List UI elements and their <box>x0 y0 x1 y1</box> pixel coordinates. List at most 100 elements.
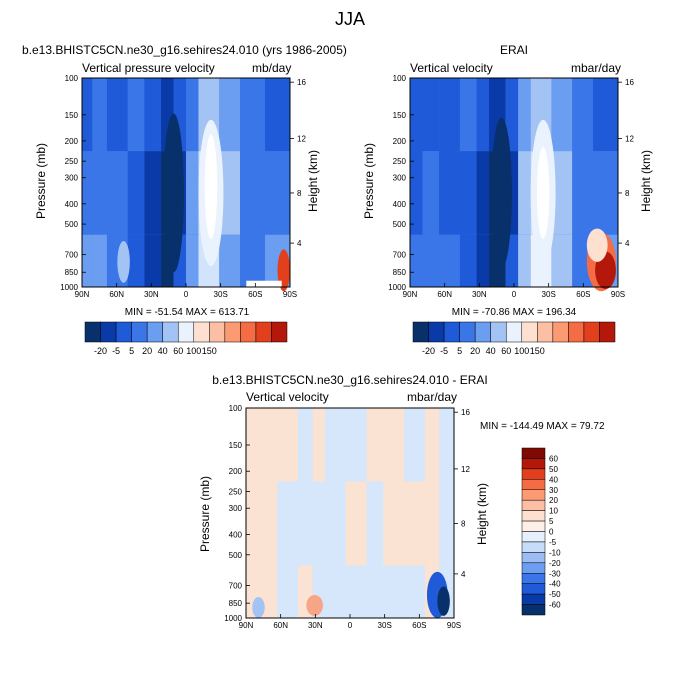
panel1-xtick-label: 30N <box>144 290 159 299</box>
panel1-xtick-label: 90S <box>283 290 297 299</box>
panel3-band <box>298 481 313 566</box>
panel2-contour <box>536 146 550 239</box>
panel3-band <box>366 408 384 482</box>
panel3-xtick-label: 30N <box>308 621 323 630</box>
panel1-band <box>186 78 199 152</box>
panel2-colorbar-label: 40 <box>486 346 496 356</box>
panel2-colorbar-swatch <box>428 321 445 343</box>
panel1-band <box>127 234 145 287</box>
panel3-colorbar-swatch <box>521 573 546 584</box>
panel2-xtick-label: 90S <box>611 290 625 299</box>
panel3-colorbar-swatch <box>521 458 546 470</box>
panel2-units-label: mbar/day <box>571 61 622 75</box>
panel1-colorbar-swatch <box>177 321 195 343</box>
panel1-contour <box>163 113 184 273</box>
panel3-band <box>325 565 346 618</box>
panel2-ytick-label: 1000 <box>388 283 406 292</box>
panel2-colorbar-swatch <box>412 321 429 343</box>
panel2-xtick-label: 60N <box>437 290 452 299</box>
panel1-band <box>92 78 107 152</box>
panel3-band <box>277 565 298 618</box>
panel1-band <box>240 78 266 152</box>
panel2-colorbar-swatch <box>474 321 491 343</box>
panel1-ytick-label: 150 <box>65 111 79 120</box>
panel2-band <box>518 78 531 152</box>
panel3-colorbar-label: -30 <box>549 569 561 578</box>
panel1-band <box>240 151 266 235</box>
panel1-y2tick-label: 4 <box>297 239 302 248</box>
panel2-band <box>422 234 440 287</box>
panel3-band <box>383 565 405 618</box>
panel3-band <box>439 481 454 566</box>
panel1-colorbar-swatch <box>84 321 101 343</box>
panel2-band <box>593 151 618 235</box>
panel3-ytick-label: 300 <box>229 504 243 513</box>
panel3-band <box>312 481 326 566</box>
panel3-height-axis-label: Height (km) <box>475 483 489 546</box>
panel3-colorbar-label: 20 <box>549 496 558 505</box>
panel1-band <box>219 234 241 287</box>
panel2-band <box>593 78 618 152</box>
panel3-colorbar-label: -5 <box>549 538 557 547</box>
panel1-band <box>240 234 266 287</box>
panel3-band <box>345 481 367 566</box>
panel3-ytick-label: 500 <box>229 551 243 560</box>
panel1-colorbar-swatch <box>115 321 132 343</box>
panel3-contour <box>437 586 450 616</box>
panel2-colorbar-swatch <box>459 321 476 343</box>
panel3-xtick-label: 0 <box>348 621 353 630</box>
panel3-colorbar-label: 60 <box>549 454 558 463</box>
panel3-ytick-label: 250 <box>229 488 243 497</box>
panel2-band <box>459 234 477 287</box>
panel1-colorbar-swatch <box>131 321 148 343</box>
panel1-colorbar-swatch <box>193 321 210 343</box>
panel2-band <box>476 234 490 287</box>
panel2-ytick-label: 300 <box>393 174 407 183</box>
panel3-variable-label: Vertical velocity <box>246 390 329 404</box>
panel2-colorbar-swatch <box>568 321 585 343</box>
panel1-band <box>127 78 145 152</box>
panel2-ytick-label: 850 <box>393 268 407 277</box>
panel1-xtick-label: 0 <box>184 290 189 299</box>
panel3-colorbar-label: 0 <box>549 528 554 537</box>
panel1-ytick-label: 300 <box>65 174 79 183</box>
panel2-band <box>410 151 423 235</box>
panel1-y2tick-label: 8 <box>297 189 302 198</box>
panel3-colorbar-label: 10 <box>549 507 558 516</box>
panel2-band <box>410 78 423 152</box>
panel1-field <box>82 78 291 292</box>
panel3-field <box>246 408 454 619</box>
panel3-xtick-label: 30S <box>378 621 392 630</box>
panel1-ytick-label: 1000 <box>60 283 78 292</box>
panel2-colorbar-swatch <box>521 321 538 343</box>
panel3-colorbar-swatch <box>521 604 546 616</box>
panel3-colorbar-label: -20 <box>549 559 561 568</box>
panel2-band <box>518 234 531 287</box>
panel3-colorbar-swatch <box>521 489 546 501</box>
panel1-colorbar-swatch <box>240 321 257 343</box>
panel1-ytick-label: 850 <box>65 268 79 277</box>
panel1-band <box>265 78 290 152</box>
panel2-band <box>572 151 594 235</box>
panel2-colorbar-label: 150 <box>530 346 545 356</box>
panel3-colorbar-swatch <box>521 541 546 553</box>
panel3-colorbar-swatch <box>521 499 546 511</box>
panel3-band <box>404 481 425 566</box>
panel3-band <box>325 481 346 566</box>
panel2-ytick-label: 100 <box>393 74 407 83</box>
panel2-band <box>551 234 573 287</box>
panel2-band <box>459 151 477 235</box>
panel2-band <box>439 151 460 235</box>
panel1-colorbar-label: 150 <box>202 346 217 356</box>
panel2-band <box>551 78 573 152</box>
panel1-band <box>82 78 93 152</box>
panel2-y2tick-label: 16 <box>625 78 634 87</box>
panel2-xtick-label: 90N <box>403 290 418 299</box>
panel1-band <box>186 151 199 235</box>
panel2-xtick-label: 30S <box>542 290 556 299</box>
panel3-colorbar-label: 30 <box>549 486 558 495</box>
panel3-title: b.e13.BHISTC5CN.ne30_g16.sehires24.010 -… <box>212 373 488 387</box>
panel2-band <box>422 151 440 235</box>
panel3-xtick-label: 90N <box>239 621 254 630</box>
panel1-contour <box>277 249 291 292</box>
